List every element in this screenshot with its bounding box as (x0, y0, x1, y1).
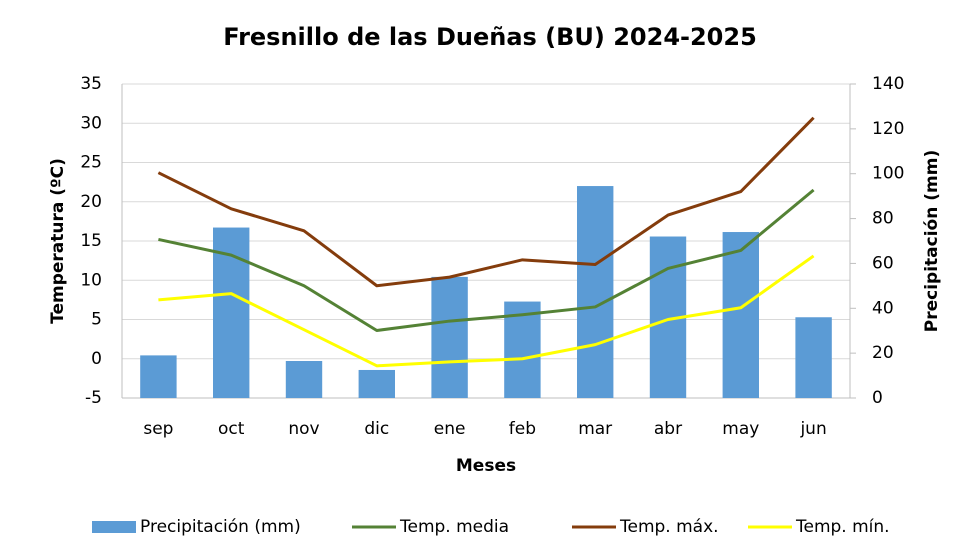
y-tick-label: 20 (80, 192, 102, 212)
legend-label: Precipitación (mm) (140, 517, 301, 537)
y-tick-label: -5 (85, 388, 102, 408)
y-axis-title: Temperatura (ºC) (48, 158, 68, 324)
bar (358, 369, 395, 398)
bar (140, 355, 177, 398)
x-axis-title: Meses (456, 456, 516, 476)
y2-tick-label: 120 (872, 119, 904, 139)
y2-tick-label: 40 (872, 298, 894, 318)
bar (577, 186, 614, 398)
y2-tick-label: 60 (872, 253, 894, 273)
x-tick-label: jun (799, 419, 826, 439)
y2-tick-label: 140 (872, 74, 904, 94)
y2-axis-title: Precipitación (mm) (922, 150, 942, 332)
y-tick-label: 30 (80, 113, 102, 133)
x-tick-label: dic (364, 419, 389, 439)
chart-title: Fresnillo de las Dueñas (BU) 2024-2025 (223, 23, 757, 51)
bar (431, 276, 468, 398)
bar (504, 301, 541, 398)
x-tick-label: oct (218, 419, 245, 439)
x-tick-label: ene (434, 419, 466, 439)
bar (795, 317, 832, 398)
y2-tick-label: 20 (872, 343, 894, 363)
line (158, 188, 815, 332)
x-tick-label: mar (578, 419, 612, 439)
y2-tick-label: 0 (872, 388, 883, 408)
y-tick-label: 0 (91, 349, 102, 369)
legend-swatch (92, 521, 136, 533)
x-tick-label: may (722, 419, 759, 439)
legend-label: Temp. máx. (619, 517, 719, 537)
bar (285, 360, 323, 398)
legend-label: Temp. mín. (795, 517, 890, 537)
y-tick-label: 10 (80, 270, 102, 290)
x-tick-label: sep (143, 419, 173, 439)
y-tick-label: 25 (80, 153, 102, 173)
y2-tick-label: 80 (872, 209, 894, 229)
bar (722, 232, 759, 398)
x-tick-label: nov (288, 419, 319, 439)
line (157, 116, 815, 288)
y2-tick-label: 100 (872, 164, 904, 184)
y-tick-label: 5 (91, 310, 102, 330)
y-tick-label: 15 (80, 231, 102, 251)
x-tick-label: abr (654, 419, 682, 439)
legend-label: Temp. media (399, 517, 509, 537)
x-tick-label: feb (509, 419, 536, 439)
line (158, 254, 815, 368)
y-tick-label: 35 (80, 74, 102, 94)
